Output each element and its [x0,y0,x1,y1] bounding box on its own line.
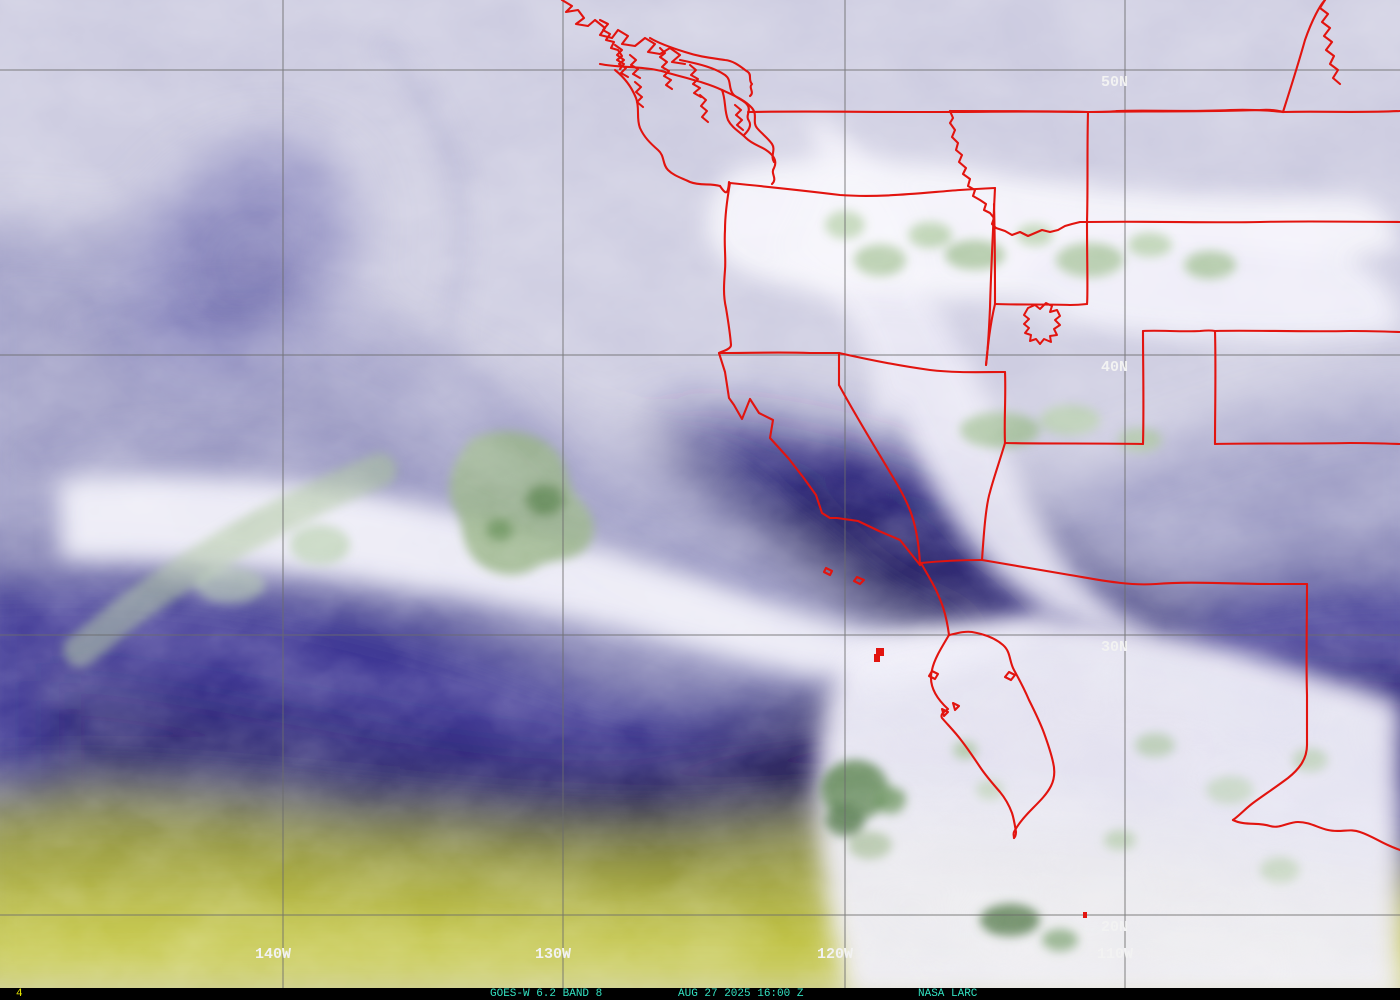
svg-text:40N: 40N [1101,359,1128,376]
svg-text:130W: 130W [535,946,571,963]
svg-text:50N: 50N [1101,74,1128,91]
svg-text:30N: 30N [1101,639,1128,656]
svg-text:20N: 20N [1101,919,1128,936]
svg-text:140W: 140W [255,946,291,963]
svg-text:120W: 120W [817,946,853,963]
svg-text:110W: 110W [1097,946,1133,963]
